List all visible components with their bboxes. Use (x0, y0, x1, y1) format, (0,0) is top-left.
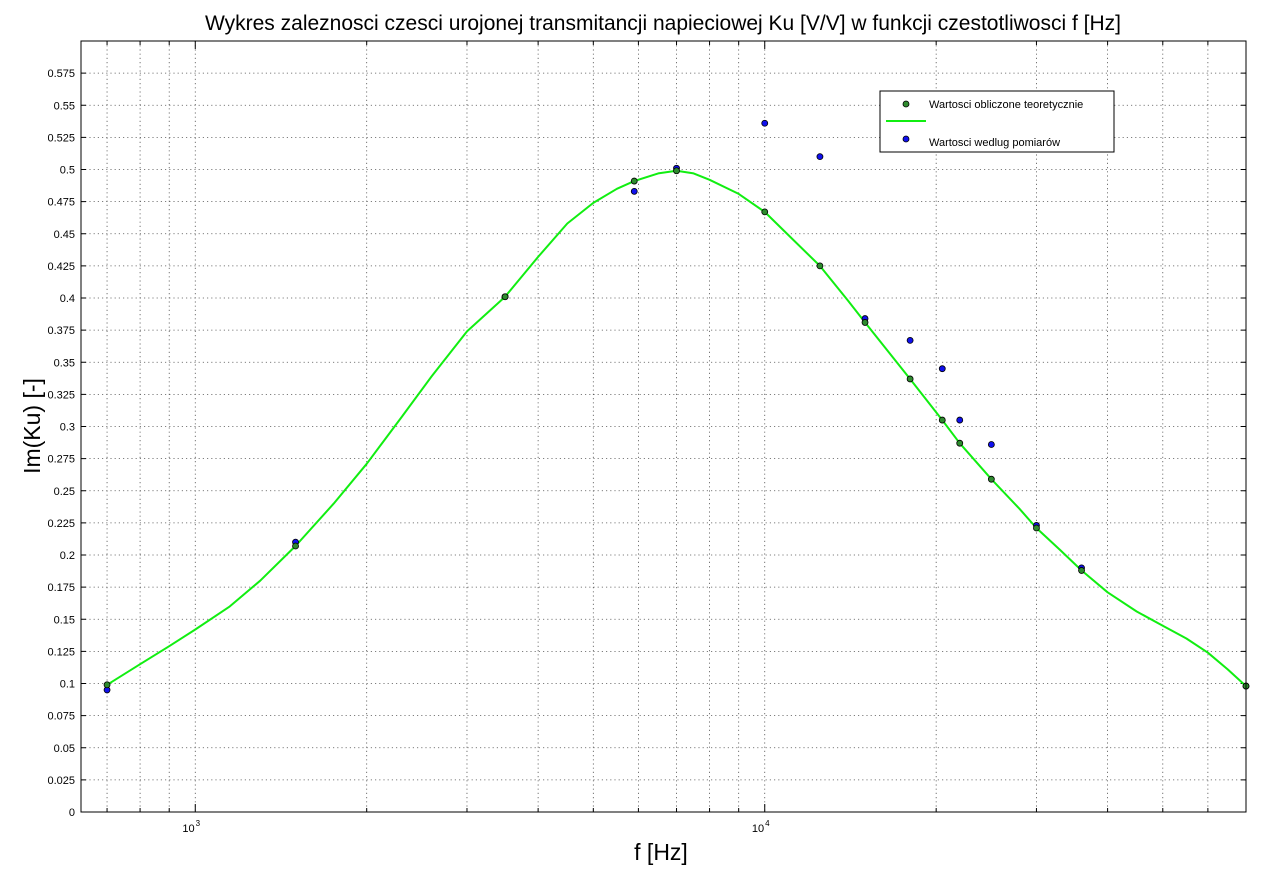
measured-point (630, 187, 638, 195)
y-tick-label: 0.475 (47, 197, 75, 209)
y-tick-label: 0.5 (60, 165, 75, 177)
theory-point (501, 293, 509, 301)
plot-area (81, 41, 1246, 812)
y-tick-label: 0 (69, 807, 75, 819)
y-tick-label: 0.025 (47, 775, 75, 787)
y-tick-label: 0.35 (54, 357, 75, 369)
plot-frame (80, 40, 1247, 813)
y-tick-label: 0.125 (47, 646, 75, 658)
y-tick-label: 0.075 (47, 711, 75, 723)
theory-point (938, 416, 946, 424)
chart-title: Wykres zaleznosci czesci urojonej transm… (205, 12, 1121, 35)
y-tick-label: 0.3 (60, 422, 75, 434)
y-tick-label: 0.25 (54, 486, 75, 498)
series (103, 119, 1250, 694)
theory-point (673, 167, 680, 175)
theory-point (1033, 524, 1040, 532)
theory-point (1078, 567, 1085, 574)
y-tick-label: 0.175 (47, 582, 75, 594)
y-tick-label: 0.1 (60, 679, 75, 691)
legend: Wartosci obliczone teoretycznie Wartosci… (879, 90, 1115, 153)
measured-point (816, 153, 824, 161)
measured-point (938, 365, 946, 373)
y-tick-label: 0.325 (47, 389, 75, 401)
y-tick-label: 0.2 (60, 550, 75, 562)
y-axis-label: Im(Ku) [-] (19, 378, 45, 474)
y-tick-label: 0.575 (47, 68, 75, 80)
y-tick-label: 0.525 (47, 132, 75, 144)
x-tick-exponent: 3 (196, 819, 201, 828)
theory-point (861, 319, 869, 326)
legend-marker-measured (902, 135, 910, 143)
x-tick-label: 103 (182, 819, 200, 835)
legend-marker-theory (902, 100, 910, 108)
y-tick-label: 0.225 (47, 518, 75, 530)
x-tick-label: 104 (752, 819, 770, 835)
theory-point (103, 681, 111, 689)
x-tick-exponent: 4 (765, 819, 770, 828)
legend-label-measured: Wartosci wedlug pomiarów (929, 137, 1060, 149)
theory-point (906, 375, 914, 383)
y-tick-label: 0.15 (54, 614, 75, 626)
theory-curve (106, 169, 1247, 687)
y-tick-label: 0.4 (60, 293, 75, 305)
y-tick-label: 0.375 (47, 325, 75, 337)
y-tick-label: 0.55 (54, 100, 75, 112)
y-tick-label: 0.45 (54, 229, 75, 241)
y-tick-label: 0.425 (47, 261, 75, 273)
measured-point (956, 416, 964, 424)
measured-point (761, 119, 769, 127)
theory-point (292, 542, 299, 550)
theory-point (630, 177, 638, 185)
measured-point (906, 337, 914, 344)
theory-point (761, 208, 769, 216)
legend-label-theory: Wartosci obliczone teoretycznie (929, 99, 1083, 111)
theory-point (956, 439, 964, 447)
y-tick-label: 0.05 (54, 743, 75, 755)
y-tick-label: 0.275 (47, 454, 75, 466)
theory-point (987, 475, 995, 483)
x-axis-label: f [Hz] (634, 839, 688, 865)
measured-point (987, 441, 995, 448)
theory-point (816, 262, 824, 270)
